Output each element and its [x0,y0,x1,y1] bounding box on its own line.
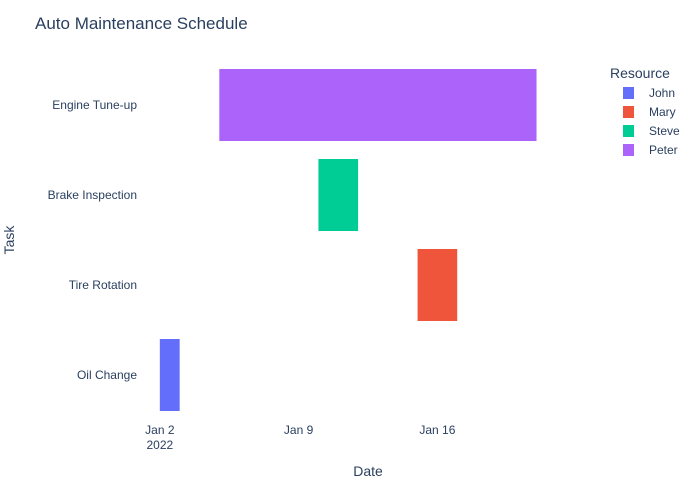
legend-items: John Mary Steve Peter [623,86,680,157]
y-axis-title: Task [1,225,17,255]
y-tick-labels: Engine Tune-up Brake Inspection Tire Rotat… [48,98,138,382]
bar-oil-change [159,339,180,411]
y-tick-label: Engine Tune-up [52,98,137,112]
legend-swatch-john[interactable] [623,87,634,99]
bar-engine-tune-up [219,69,537,141]
legend-swatch-peter[interactable] [623,144,634,156]
legend-swatch-mary[interactable] [623,106,634,118]
legend-label-steve[interactable]: Steve [649,124,680,138]
legend: Resource John Mary Steve Peter [610,65,680,157]
x-tick-label: Jan 16 [419,423,455,437]
y-tick-label: Oil Change [77,368,137,382]
legend-label-peter[interactable]: Peter [649,143,678,157]
y-tick-label: Tire Rotation [69,278,137,292]
x-tick-label: Jan 2 [145,423,175,437]
legend-swatch-steve[interactable] [623,125,634,137]
bar-tire-rotation [417,249,458,321]
legend-label-mary[interactable]: Mary [649,105,676,119]
bar-brake-inspection [318,159,359,231]
y-tick-label: Brake Inspection [48,188,137,202]
x-axis-title: Date [353,463,383,479]
x-tick-label: Jan 9 [284,423,314,437]
legend-label-john[interactable]: John [649,86,675,100]
bars-layer [159,69,537,411]
chart-title: Auto Maintenance Schedule [35,14,248,33]
legend-title: Resource [610,65,670,81]
x-tick-year-label: 2022 [146,438,173,452]
